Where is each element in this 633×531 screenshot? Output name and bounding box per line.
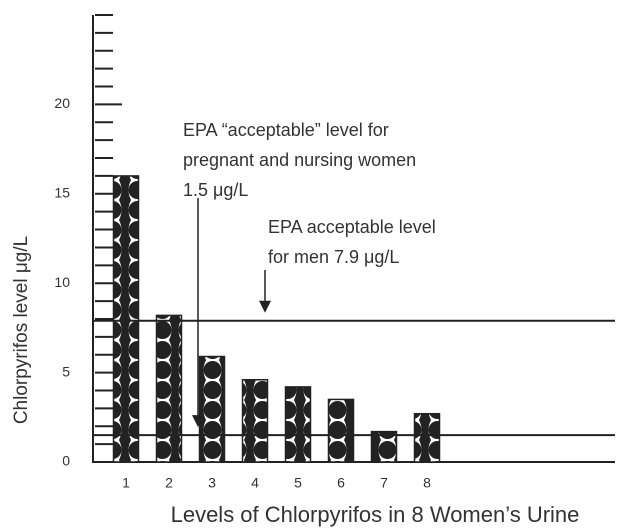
annotation: 1.5 μg/L (183, 180, 248, 200)
x-tick-label: 7 (380, 475, 388, 491)
y-tick-label: 10 (54, 274, 70, 290)
y-axis-label: Chlorpyrifos level μg/L (11, 236, 32, 424)
y-tick-label: 20 (54, 95, 70, 111)
bar (241, 379, 269, 463)
arrow-head (192, 415, 204, 428)
x-axis-label: Levels of Chlorpyrifos in 8 Women’s Urin… (171, 502, 580, 527)
x-tick-label: 8 (423, 475, 431, 491)
x-tick-label: 6 (337, 475, 345, 491)
x-tick-label: 4 (251, 475, 259, 491)
annotation: pregnant and nursing women (183, 150, 416, 170)
x-tick-label: 2 (165, 475, 173, 491)
bar (327, 398, 355, 463)
annotation: EPA “acceptable” level for (183, 120, 389, 140)
annotation: EPA acceptable level (268, 217, 436, 237)
bar (284, 386, 312, 463)
arrow-head (259, 300, 271, 313)
y-tick-label: 15 (54, 185, 70, 201)
x-tick-label: 1 (122, 475, 130, 491)
bar (413, 412, 441, 463)
bar (198, 355, 226, 463)
y-tick-label: 5 (62, 363, 70, 379)
bar (370, 430, 398, 463)
x-tick-label: 3 (208, 475, 216, 491)
y-tick-label: 0 (62, 453, 70, 469)
bar (112, 175, 140, 463)
annotation: for men 7.9 μg/L (268, 247, 399, 267)
bar (155, 314, 183, 463)
x-tick-label: 5 (294, 475, 302, 491)
